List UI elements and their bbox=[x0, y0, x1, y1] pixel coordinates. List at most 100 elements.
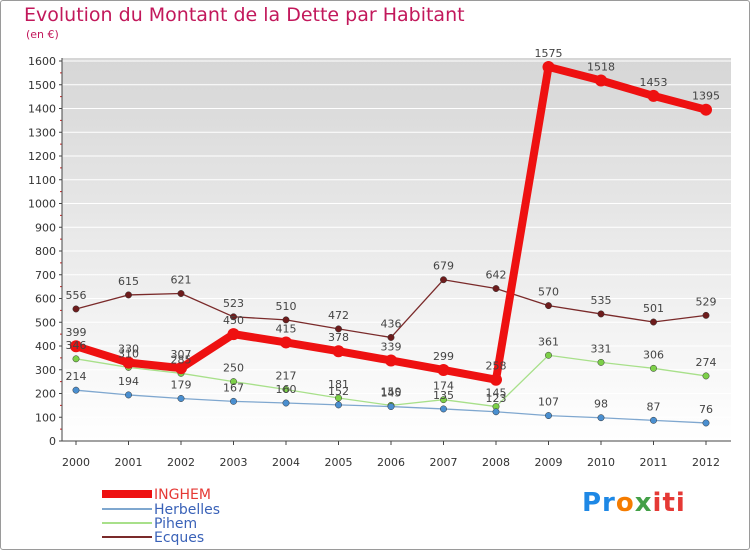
data-label-herbelles: 107 bbox=[538, 396, 559, 409]
data-label-inghem: 299 bbox=[433, 350, 454, 363]
y-tick-label: 1000 bbox=[28, 198, 56, 211]
x-tick-label: 2010 bbox=[587, 456, 615, 469]
x-tick-label: 2012 bbox=[692, 456, 720, 469]
y-tick-label: 800 bbox=[35, 245, 56, 258]
data-label-pihem: 285 bbox=[171, 353, 192, 366]
data-label-herbelles: 87 bbox=[647, 400, 661, 413]
data-label-pihem: 250 bbox=[223, 362, 244, 375]
data-label-inghem: 1575 bbox=[535, 47, 563, 60]
data-label-inghem: 415 bbox=[276, 322, 297, 335]
data-label-inghem: 1395 bbox=[692, 90, 720, 103]
point-herbelles bbox=[335, 401, 342, 409]
data-label-herbelles: 214 bbox=[66, 370, 87, 383]
data-label-pihem: 145 bbox=[486, 387, 507, 400]
data-label-herbelles: 152 bbox=[328, 385, 349, 398]
point-inghem bbox=[122, 356, 135, 369]
data-label-ecques: 556 bbox=[66, 289, 87, 302]
data-label-ecques: 529 bbox=[696, 295, 717, 308]
point-inghem bbox=[280, 336, 292, 349]
x-tick-label: 2008 bbox=[482, 456, 510, 469]
point-herbelles bbox=[597, 414, 605, 422]
y-tick-label: 200 bbox=[35, 388, 56, 401]
point-pihem bbox=[440, 396, 447, 404]
point-ecques bbox=[125, 291, 132, 299]
y-tick-label: 900 bbox=[35, 221, 56, 234]
y-tick-label: 400 bbox=[35, 340, 56, 353]
data-label-ecques: 570 bbox=[538, 286, 559, 299]
data-label-herbelles: 98 bbox=[594, 398, 608, 411]
logo-part-2: o bbox=[615, 488, 635, 518]
logo-part-4: iti bbox=[652, 488, 686, 518]
data-label-pihem: 346 bbox=[66, 339, 87, 352]
y-tick-label: 700 bbox=[35, 269, 56, 282]
data-label-pihem: 174 bbox=[433, 380, 454, 393]
legend-label-ecques: Ecques bbox=[154, 530, 204, 546]
x-tick-label: 2000 bbox=[62, 456, 90, 469]
point-herbelles bbox=[177, 395, 185, 402]
x-tick-label: 2004 bbox=[272, 456, 300, 469]
proxiti-logo: Proxiti bbox=[582, 488, 686, 518]
point-inghem bbox=[227, 328, 240, 341]
data-label-ecques: 642 bbox=[486, 269, 507, 282]
data-label-ecques: 436 bbox=[381, 317, 402, 330]
y-tick-label: 1100 bbox=[28, 174, 56, 187]
point-inghem bbox=[70, 340, 82, 353]
point-ecques bbox=[492, 285, 500, 292]
data-label-inghem: 399 bbox=[66, 326, 87, 339]
legend-label-herbelles: Herbelles bbox=[154, 502, 220, 518]
point-inghem bbox=[647, 89, 660, 102]
data-label-inghem: 339 bbox=[381, 340, 402, 353]
data-label-ecques: 679 bbox=[433, 260, 454, 273]
point-herbelles bbox=[230, 397, 237, 405]
point-inghem bbox=[700, 103, 712, 116]
point-ecques bbox=[387, 334, 395, 341]
y-tick-label: 1300 bbox=[28, 126, 56, 139]
point-pihem bbox=[650, 364, 657, 372]
x-tick-label: 2011 bbox=[640, 456, 668, 469]
data-label-inghem: 450 bbox=[223, 314, 244, 327]
data-label-inghem: 378 bbox=[328, 331, 349, 344]
point-herbelles bbox=[650, 416, 657, 424]
y-tick-label: 100 bbox=[35, 411, 56, 424]
point-herbelles bbox=[72, 386, 80, 394]
point-herbelles bbox=[125, 391, 132, 399]
point-ecques bbox=[72, 305, 80, 313]
logo-part-3: x bbox=[634, 488, 653, 518]
data-label-inghem: 1453 bbox=[640, 76, 668, 89]
point-pihem bbox=[702, 372, 710, 380]
point-inghem bbox=[385, 354, 397, 367]
point-herbelles bbox=[387, 403, 395, 411]
data-label-pihem: 331 bbox=[591, 342, 612, 355]
y-tick-label: 1600 bbox=[28, 55, 56, 68]
y-tick-label: 0 bbox=[49, 435, 56, 448]
point-pihem bbox=[72, 355, 80, 363]
y-tick-label: 1500 bbox=[28, 79, 56, 92]
point-pihem bbox=[545, 351, 552, 359]
point-inghem bbox=[595, 74, 607, 87]
point-pihem bbox=[597, 358, 605, 366]
point-inghem bbox=[490, 373, 502, 386]
point-inghem bbox=[437, 363, 450, 376]
chart-subtitle: (en €) bbox=[26, 28, 59, 41]
y-tick-label: 500 bbox=[35, 316, 56, 329]
y-tick-label: 600 bbox=[35, 293, 56, 306]
point-pihem bbox=[230, 378, 237, 386]
point-inghem bbox=[332, 345, 345, 358]
data-label-inghem: 1518 bbox=[587, 60, 615, 73]
legend-label-inghem: INGHEM bbox=[154, 487, 211, 503]
data-label-ecques: 535 bbox=[591, 294, 612, 307]
point-pihem bbox=[282, 386, 290, 393]
x-tick-label: 2003 bbox=[220, 456, 248, 469]
data-label-inghem: 307 bbox=[171, 348, 192, 361]
point-herbelles bbox=[440, 405, 447, 413]
data-label-herbelles: 179 bbox=[171, 378, 192, 391]
point-ecques bbox=[702, 311, 710, 319]
point-ecques bbox=[230, 313, 237, 321]
data-label-inghem: 258 bbox=[486, 360, 507, 373]
data-label-ecques: 523 bbox=[223, 297, 244, 310]
data-label-ecques: 615 bbox=[118, 275, 139, 288]
data-label-pihem: 274 bbox=[696, 356, 717, 369]
plot-area bbox=[62, 58, 731, 441]
data-label-herbelles: 167 bbox=[223, 381, 244, 394]
